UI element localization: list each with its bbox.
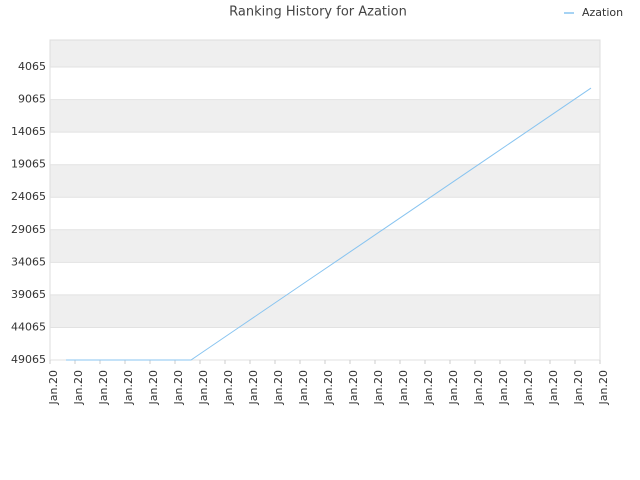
x-tick-label: Jan.20 bbox=[522, 370, 535, 405]
y-tick-label: 44065 bbox=[11, 320, 46, 333]
x-tick-label: Jan.20 bbox=[397, 370, 410, 405]
x-tick-label: Jan.20 bbox=[547, 370, 560, 405]
x-tick-label: Jan.20 bbox=[297, 370, 310, 405]
grid-band bbox=[50, 327, 600, 360]
x-tick-label: Jan.20 bbox=[347, 370, 360, 405]
y-tick-label: 14065 bbox=[11, 125, 46, 138]
x-tick-label: Jan.20 bbox=[47, 370, 60, 405]
chart-title: Ranking History for Azation bbox=[229, 5, 407, 20]
x-tick-label: Jan.20 bbox=[597, 370, 610, 405]
grid-band bbox=[50, 132, 600, 165]
legend-label: Azation bbox=[582, 6, 623, 19]
grid-band bbox=[50, 99, 600, 133]
grid-band bbox=[50, 197, 600, 230]
grid-band bbox=[50, 294, 600, 328]
grid-band bbox=[50, 262, 600, 295]
x-tick-label: Jan.20 bbox=[272, 370, 285, 405]
x-tick-label: Jan.20 bbox=[122, 370, 135, 405]
y-tick-label: 39065 bbox=[11, 288, 46, 301]
y-tick-label: 24065 bbox=[11, 190, 46, 203]
y-tick-label: 4065 bbox=[18, 60, 46, 73]
y-tick-label: 9065 bbox=[18, 93, 46, 106]
x-tick-label: Jan.20 bbox=[222, 370, 235, 405]
x-tick-label: Jan.20 bbox=[447, 370, 460, 405]
x-tick-label: Jan.20 bbox=[97, 370, 110, 405]
x-tick-label: Jan.20 bbox=[497, 370, 510, 405]
x-tick-label: Jan.20 bbox=[147, 370, 160, 405]
x-tick-label: Jan.20 bbox=[322, 370, 335, 405]
x-tick-label: Jan.20 bbox=[197, 370, 210, 405]
x-tick-label: Jan.20 bbox=[372, 370, 385, 405]
y-tick-label: 49065 bbox=[11, 353, 46, 366]
y-tick-label: 29065 bbox=[11, 223, 46, 236]
grid-band bbox=[50, 229, 600, 263]
series-line bbox=[66, 87, 592, 361]
grid-band bbox=[50, 67, 600, 100]
x-tick-label: Jan.20 bbox=[422, 370, 435, 405]
x-tick-label: Jan.20 bbox=[472, 370, 485, 405]
x-tick-label: Jan.20 bbox=[72, 370, 85, 405]
x-tick-label: Jan.20 bbox=[572, 370, 585, 405]
grid-band bbox=[50, 40, 600, 68]
x-tick-label: Jan.20 bbox=[247, 370, 260, 405]
y-tick-label: 19065 bbox=[11, 158, 46, 171]
y-tick-label: 34065 bbox=[11, 255, 46, 268]
grid-band bbox=[50, 164, 600, 198]
x-tick-label: Jan.20 bbox=[172, 370, 185, 405]
